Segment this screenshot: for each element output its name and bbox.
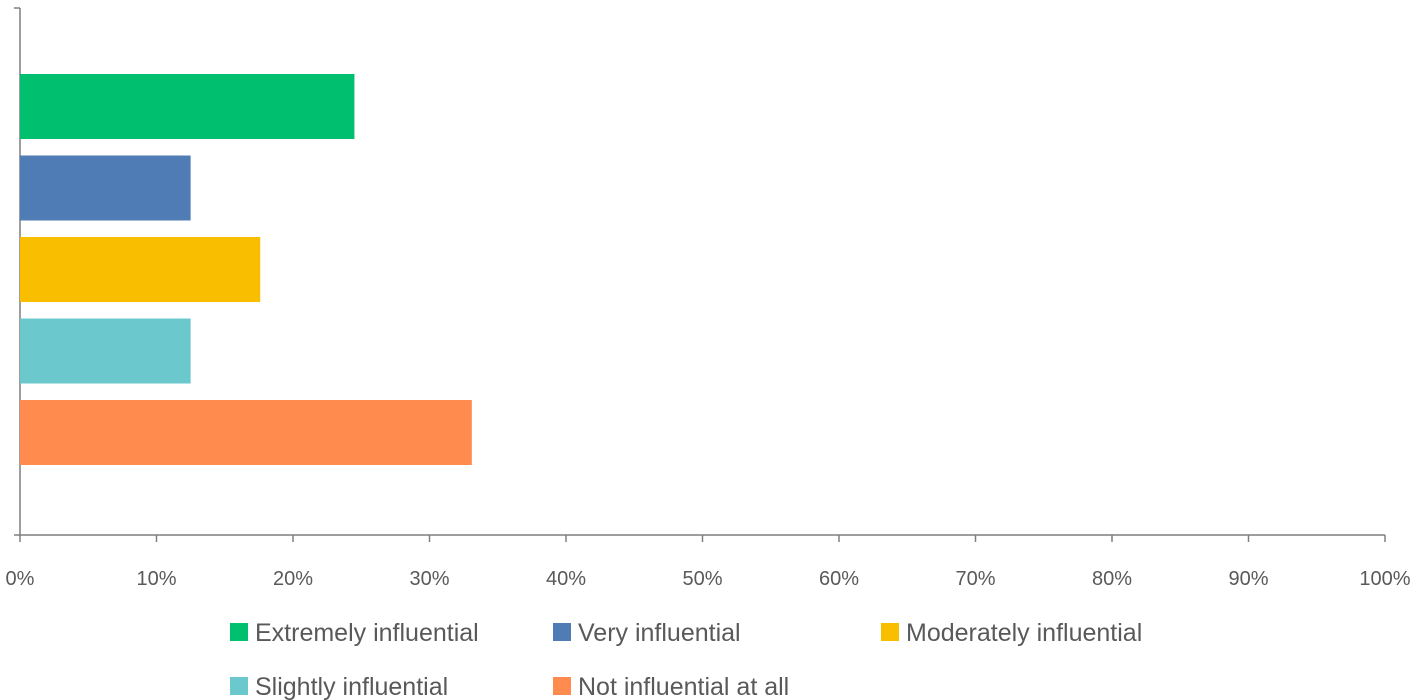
x-tick-label: 50%: [682, 568, 722, 590]
x-tick-label: 70%: [955, 568, 995, 590]
legend: Extremely influential Very influential Mod…: [230, 619, 1142, 700]
legend-swatch: [553, 623, 571, 641]
bar-slightly-influential: [20, 318, 191, 384]
bar-not-influential-at-all: [20, 400, 472, 465]
legend-label: Extremely influential: [255, 619, 479, 647]
x-tick-label: 80%: [1092, 568, 1132, 590]
bar-extremely-influential: [20, 74, 355, 139]
x-tick-label: 20%: [273, 568, 313, 590]
x-tick-label: 100%: [1359, 568, 1410, 590]
x-tick-label: 30%: [409, 568, 449, 590]
legend-swatch: [230, 677, 248, 695]
x-tick-label: 0%: [6, 568, 35, 590]
x-tick-label: 90%: [1228, 568, 1268, 590]
legend-swatch: [230, 623, 248, 641]
bars: [20, 74, 472, 465]
bar-very-influential: [20, 155, 191, 221]
bar-moderately-influential: [20, 237, 261, 302]
legend-label: Moderately influential: [906, 619, 1142, 647]
x-tick-label: 60%: [819, 568, 859, 590]
x-axis-ticks: 0% 10% 20% 30% 40% 50% 60% 70% 80% 90% 100%: [6, 535, 1411, 590]
legend-label: Very influential: [578, 619, 741, 647]
x-tick-label: 40%: [546, 568, 586, 590]
legend-label: Not influential at all: [578, 673, 789, 700]
x-tick-label: 10%: [136, 568, 176, 590]
legend-swatch: [881, 623, 899, 641]
legend-label: Slightly influential: [255, 673, 448, 700]
legend-swatch: [553, 677, 571, 695]
